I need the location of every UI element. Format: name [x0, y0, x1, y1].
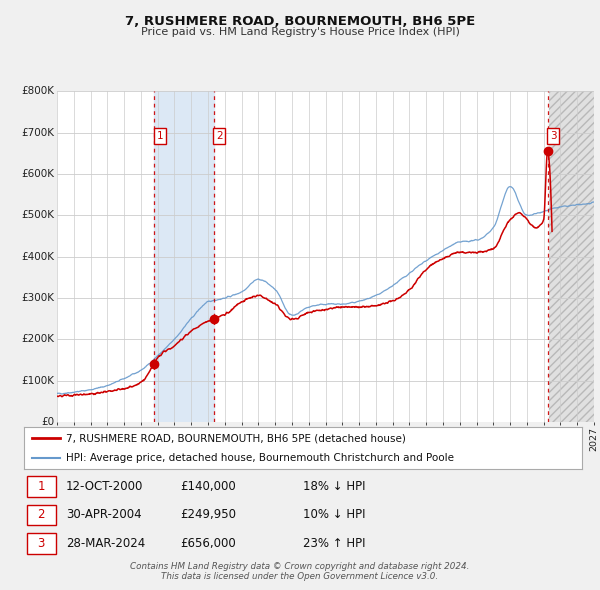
Text: 2: 2	[216, 131, 223, 141]
Text: £800K: £800K	[22, 87, 55, 96]
Text: £700K: £700K	[22, 128, 55, 137]
Text: £300K: £300K	[22, 293, 55, 303]
Text: £140,000: £140,000	[180, 480, 236, 493]
Text: 3: 3	[550, 131, 557, 141]
Text: £100K: £100K	[22, 376, 55, 385]
Text: 28-MAR-2024: 28-MAR-2024	[66, 537, 145, 550]
Bar	[154, 91, 214, 422]
FancyBboxPatch shape	[27, 476, 56, 497]
Text: 30-APR-2004: 30-APR-2004	[66, 508, 142, 522]
Text: 7, RUSHMERE ROAD, BOURNEMOUTH, BH6 5PE: 7, RUSHMERE ROAD, BOURNEMOUTH, BH6 5PE	[125, 15, 475, 28]
Text: 7, RUSHMERE ROAD, BOURNEMOUTH, BH6 5PE (detached house): 7, RUSHMERE ROAD, BOURNEMOUTH, BH6 5PE (…	[66, 433, 406, 443]
Text: This data is licensed under the Open Government Licence v3.0.: This data is licensed under the Open Gov…	[161, 572, 439, 581]
Text: 12-OCT-2000: 12-OCT-2000	[66, 480, 143, 493]
Text: 3: 3	[38, 537, 45, 550]
FancyBboxPatch shape	[27, 504, 56, 525]
Text: £200K: £200K	[22, 335, 55, 344]
Text: Contains HM Land Registry data © Crown copyright and database right 2024.: Contains HM Land Registry data © Crown c…	[130, 562, 470, 571]
Text: 10% ↓ HPI: 10% ↓ HPI	[303, 508, 365, 522]
Bar	[548, 91, 594, 422]
Bar	[548, 91, 594, 422]
Text: 18% ↓ HPI: 18% ↓ HPI	[303, 480, 365, 493]
Text: 23% ↑ HPI: 23% ↑ HPI	[303, 537, 365, 550]
Text: 2: 2	[38, 508, 45, 522]
Text: 1: 1	[38, 480, 45, 493]
Text: Price paid vs. HM Land Registry's House Price Index (HPI): Price paid vs. HM Land Registry's House …	[140, 27, 460, 37]
Text: £249,950: £249,950	[180, 508, 236, 522]
Text: HPI: Average price, detached house, Bournemouth Christchurch and Poole: HPI: Average price, detached house, Bour…	[66, 453, 454, 463]
Text: £400K: £400K	[22, 252, 55, 261]
Text: £656,000: £656,000	[180, 537, 236, 550]
Text: 1: 1	[157, 131, 163, 141]
FancyBboxPatch shape	[27, 533, 56, 553]
Text: £500K: £500K	[22, 211, 55, 220]
Text: £0: £0	[41, 417, 55, 427]
Text: £600K: £600K	[22, 169, 55, 179]
